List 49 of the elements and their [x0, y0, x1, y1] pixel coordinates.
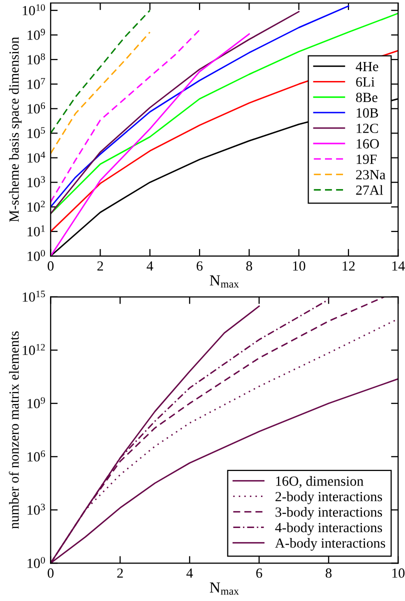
legend-label: 12C — [356, 124, 378, 134]
y-tick-label: 10$^{15}$ — [22, 290, 45, 302]
legend-label: 27Al — [356, 185, 384, 195]
y-tick-label: 10$^{10}$ — [22, 4, 45, 16]
y-tick-label: 10$^{9}$ — [28, 397, 45, 408]
legend-label: 8Be — [356, 92, 378, 102]
y-tick-label: 10$^{5}$ — [28, 127, 45, 138]
legend-label: A-body interactions — [275, 538, 386, 551]
y-tick-label: 10$^{6}$ — [28, 450, 46, 462]
legend-label: 4He — [356, 62, 378, 72]
y-tick-label: 10$^{2}$ — [28, 200, 45, 212]
legend-label: 16O — [356, 139, 379, 148]
y-tick-label: 10$^{9}$ — [28, 28, 45, 40]
x-tick-label: 10 — [293, 261, 306, 271]
x-tick-label: 6 — [256, 568, 262, 578]
x-tick-label: 4 — [146, 261, 154, 271]
legend-label: 4-body interactions — [275, 522, 382, 536]
y-axis-title: M-scheme basis space dimension — [9, 36, 22, 222]
x-tick-label: 8 — [246, 261, 252, 271]
y-tick-label: 10$^{4}$ — [28, 152, 46, 163]
legend-label: 16O, dimension — [276, 476, 364, 488]
y-tick-label: 10$^{0}$ — [28, 556, 45, 568]
y-tick-label: 10$^{12}$ — [22, 344, 45, 356]
x-tick-label: 2 — [97, 261, 103, 271]
x-axis-title: N$_{max}$ — [210, 582, 239, 595]
y-tick-label: 10$^{0}$ — [28, 250, 45, 261]
legend-label: 23Na — [356, 170, 386, 180]
x-tick-label: 14 — [392, 261, 405, 271]
x-tick-label: 2 — [117, 568, 123, 578]
x-tick-label: 0 — [48, 568, 54, 578]
x-tick-label: 0 — [48, 261, 54, 271]
legend-label: 2-body interactions — [276, 492, 382, 504]
x-tick-label: 6 — [196, 261, 203, 271]
x-axis-title: N$_{max}$ — [210, 275, 239, 288]
y-tick-label: 10$^{1}$ — [28, 225, 45, 236]
y-tick-label: 10$^{3}$ — [28, 176, 45, 188]
x-tick-label: 4 — [186, 568, 193, 578]
x-tick-label: 10 — [392, 568, 405, 578]
y-tick-label: 10$^{8}$ — [28, 53, 45, 64]
legend-label: 10B — [356, 108, 378, 118]
legend-label: 6Li — [356, 77, 375, 87]
y-tick-label: 10$^{7}$ — [28, 78, 46, 90]
x-tick-label: 8 — [326, 568, 332, 578]
legend-label: 3-body interactions — [276, 507, 382, 520]
y-tick-label: 10$^{6}$ — [28, 102, 46, 114]
y-axis-title: number of nonzero matrix elements — [8, 331, 19, 529]
legend-label: 19F — [356, 154, 377, 164]
y-tick-label: 10$^{3}$ — [28, 504, 45, 515]
x-tick-label: 12 — [342, 261, 355, 271]
